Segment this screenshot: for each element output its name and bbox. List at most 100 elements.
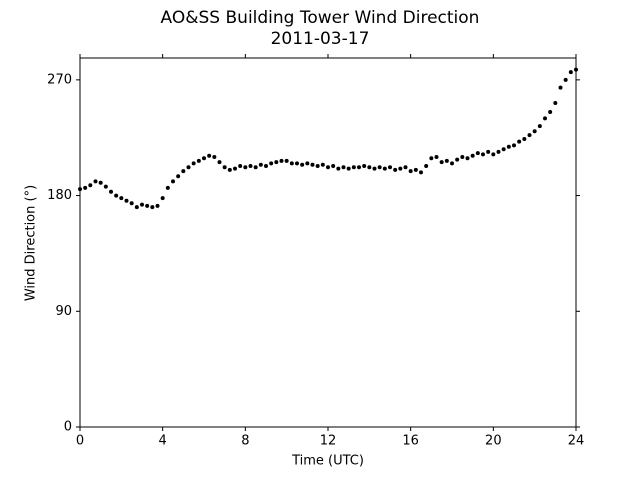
data-point xyxy=(429,156,434,161)
data-point xyxy=(377,165,382,170)
data-point xyxy=(486,149,491,154)
data-point xyxy=(258,162,263,167)
data-point xyxy=(506,144,511,149)
data-point xyxy=(119,196,124,201)
data-point xyxy=(289,161,294,166)
data-point xyxy=(300,162,305,167)
data-point xyxy=(320,162,325,167)
y-tick-label: 90 xyxy=(55,304,72,319)
data-point xyxy=(568,70,573,75)
data-point xyxy=(227,167,232,172)
data-point xyxy=(336,166,341,171)
data-point xyxy=(233,166,237,171)
data-point xyxy=(403,165,408,170)
data-point xyxy=(243,165,248,170)
data-point xyxy=(351,165,356,170)
data-point xyxy=(548,110,553,114)
plot-frame xyxy=(79,57,577,428)
data-point xyxy=(310,162,315,167)
data-point xyxy=(124,198,129,203)
data-point xyxy=(217,160,222,165)
data-point xyxy=(181,169,186,174)
data-point xyxy=(574,67,578,72)
x-tick-label: 8 xyxy=(241,434,249,449)
data-point xyxy=(408,169,413,174)
x-tick-label: 20 xyxy=(485,434,502,449)
data-point xyxy=(450,161,454,166)
data-point xyxy=(305,161,310,166)
data-point xyxy=(388,165,392,170)
data-point xyxy=(439,160,444,165)
x-tick-label: 0 xyxy=(76,434,84,449)
data-point xyxy=(434,155,439,159)
x-tick-label: 24 xyxy=(568,434,585,449)
data-point xyxy=(470,153,475,158)
data-point xyxy=(382,166,387,171)
data-point xyxy=(465,156,470,161)
data-point xyxy=(212,155,217,159)
data-point xyxy=(475,151,480,156)
data-point xyxy=(140,202,144,207)
data-point xyxy=(284,158,289,163)
data-point xyxy=(491,152,496,157)
data-point xyxy=(362,164,367,168)
data-point xyxy=(160,196,165,201)
data-point xyxy=(150,205,155,210)
data-point xyxy=(98,180,103,185)
data-point xyxy=(109,189,113,194)
data-point xyxy=(78,187,82,192)
data-point xyxy=(196,158,201,163)
data-point xyxy=(191,161,196,166)
data-point xyxy=(114,193,119,198)
data-point xyxy=(517,139,522,144)
data-point xyxy=(341,165,346,170)
data-point xyxy=(553,101,558,105)
data-point xyxy=(496,149,501,154)
x-tick-label: 16 xyxy=(402,434,419,449)
data-point xyxy=(207,153,212,158)
x-tick-label: 12 xyxy=(320,434,337,449)
data-point xyxy=(419,170,423,175)
data-point xyxy=(512,143,516,148)
data-point xyxy=(88,183,93,188)
data-point xyxy=(238,164,243,168)
data-point xyxy=(202,156,206,161)
data-point xyxy=(543,116,547,121)
data-point xyxy=(93,179,98,184)
data-point xyxy=(372,166,377,171)
data-point xyxy=(558,85,563,90)
y-tick-label: 270 xyxy=(47,72,72,87)
data-point xyxy=(481,152,485,157)
data-point xyxy=(248,164,253,168)
data-point xyxy=(537,124,542,129)
data-point xyxy=(129,201,134,206)
data-point xyxy=(563,77,568,82)
data-point xyxy=(398,166,403,171)
data-point xyxy=(253,165,258,170)
y-tick-label: 0 xyxy=(64,420,72,435)
data-point xyxy=(155,203,160,208)
data-point xyxy=(444,158,449,163)
data-point xyxy=(455,157,460,162)
data-point xyxy=(171,179,175,184)
data-point xyxy=(83,185,88,190)
data-point xyxy=(134,205,139,210)
data-point xyxy=(532,129,537,134)
data-point xyxy=(527,133,532,138)
data-point xyxy=(357,165,361,170)
chart-title: AO&SS Building Tower Wind Direction xyxy=(161,8,480,28)
x-axis-label: Time (UTC) xyxy=(291,454,364,469)
data-point xyxy=(269,161,274,166)
data-point xyxy=(186,165,191,170)
data-point xyxy=(326,165,330,170)
data-point xyxy=(367,165,372,170)
data-point xyxy=(295,161,299,166)
data-point xyxy=(264,164,268,168)
data-point xyxy=(501,147,506,152)
data-point xyxy=(522,137,527,141)
data-point xyxy=(145,203,150,208)
data-point xyxy=(274,160,279,165)
y-tick-label: 180 xyxy=(47,188,72,203)
y-axis-label: Wind Direction (°) xyxy=(24,185,39,301)
